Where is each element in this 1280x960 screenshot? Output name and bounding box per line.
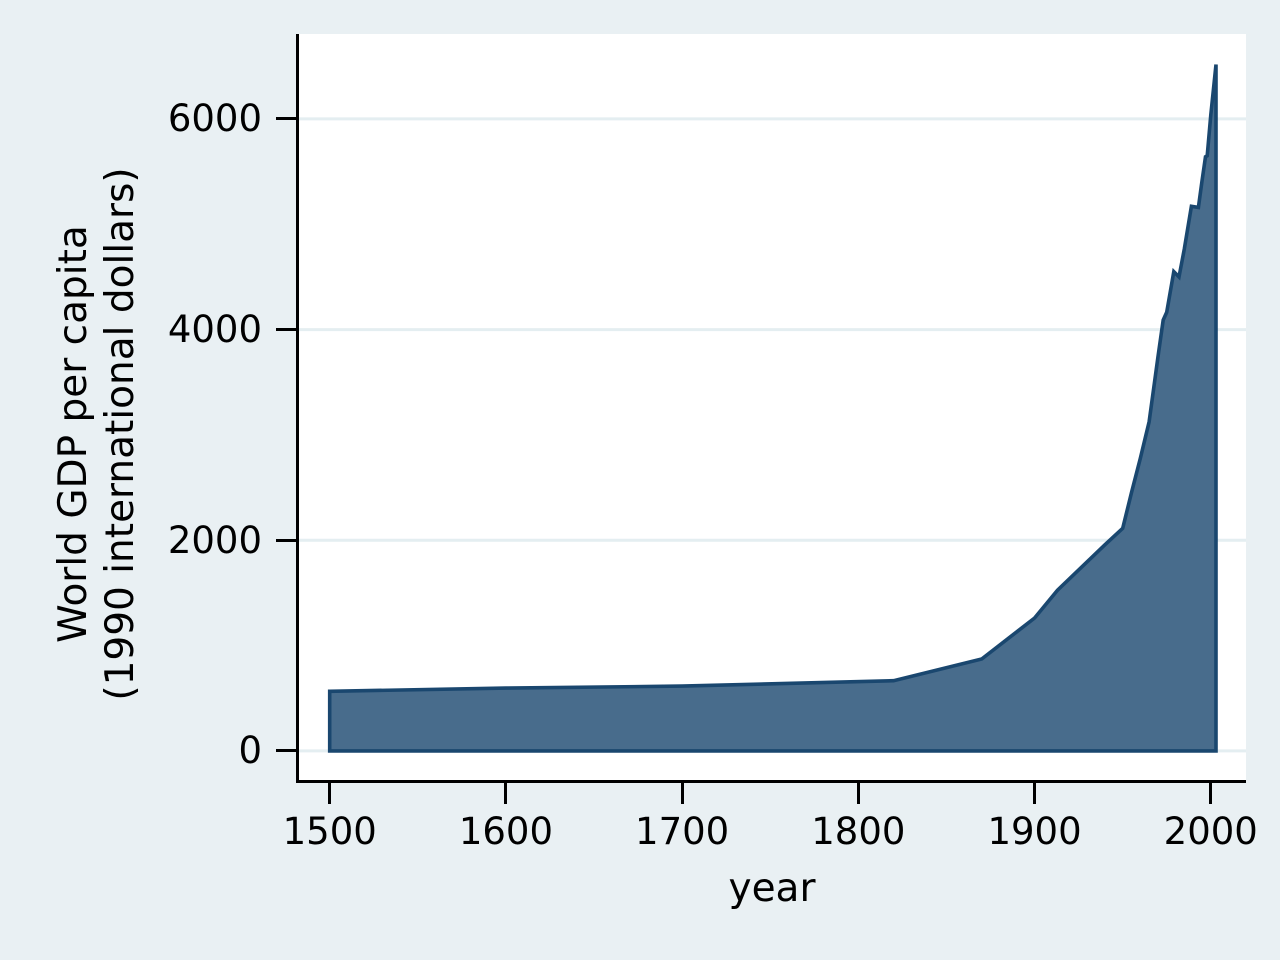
y-axis-title: World GDP per capita (1990 international…: [50, 124, 144, 744]
y-tick-label-0: 0: [238, 729, 262, 773]
y-tick-4000: [276, 328, 297, 332]
x-axis-title: year: [728, 866, 816, 911]
x-tick-label-1900: 1900: [987, 810, 1082, 853]
y-axis-title-line1: World GDP per capita: [51, 225, 96, 643]
x-axis-line: [296, 780, 1246, 783]
x-tick-label-1500: 1500: [282, 810, 377, 853]
x-tick-label-1700: 1700: [635, 810, 730, 853]
x-tick-1800: [856, 783, 860, 804]
x-tick-label-2000: 2000: [1163, 810, 1258, 853]
x-tick-label-1800: 1800: [811, 810, 906, 853]
x-tick-label-1600: 1600: [458, 810, 553, 853]
plot-area: [298, 34, 1246, 782]
x-tick-2000: [1209, 783, 1213, 804]
y-tick-label-4000: 4000: [167, 308, 262, 352]
y-tick-6000: [276, 117, 297, 121]
gdp-area-chart-canvas: [299, 64, 1246, 753]
gdp-area-series: [327, 64, 1218, 753]
x-tick-1700: [680, 783, 684, 804]
y-tick-label-2000: 2000: [167, 518, 262, 562]
x-tick-1600: [504, 783, 508, 804]
x-tick-1900: [1033, 783, 1037, 804]
y-tick-label-6000: 6000: [167, 97, 262, 141]
y-axis-title-line2: (1990 international dollars): [98, 167, 143, 701]
x-tick-1500: [328, 783, 332, 804]
y-tick-0: [276, 749, 297, 753]
y-tick-2000: [276, 538, 297, 542]
y-axis-line: [296, 34, 299, 783]
